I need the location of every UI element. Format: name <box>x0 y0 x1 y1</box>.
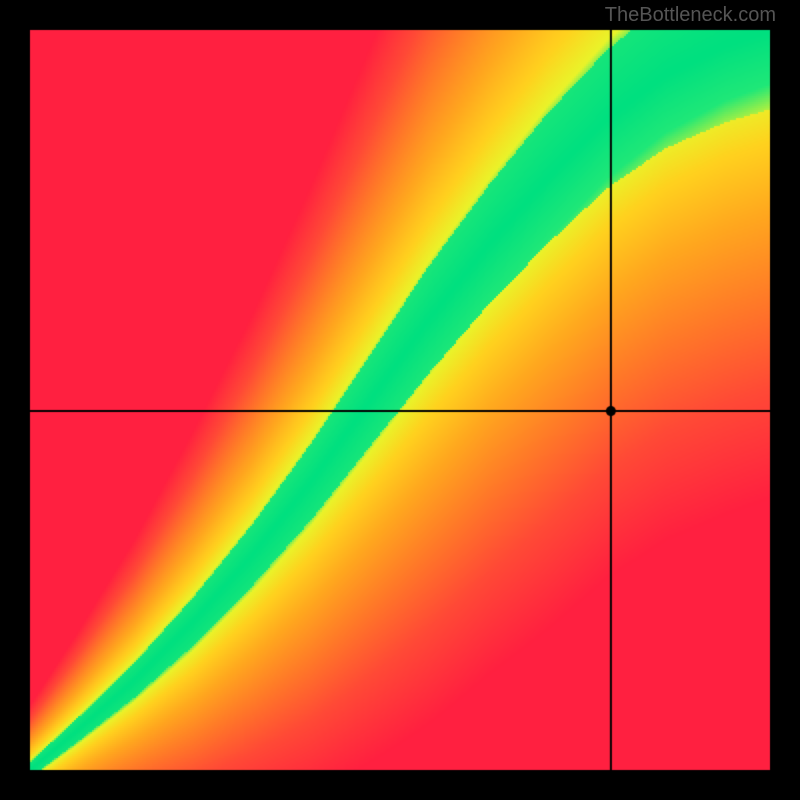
heatmap-canvas <box>0 0 800 800</box>
chart-container: TheBottleneck.com <box>0 0 800 800</box>
watermark-text: TheBottleneck.com <box>605 4 776 27</box>
